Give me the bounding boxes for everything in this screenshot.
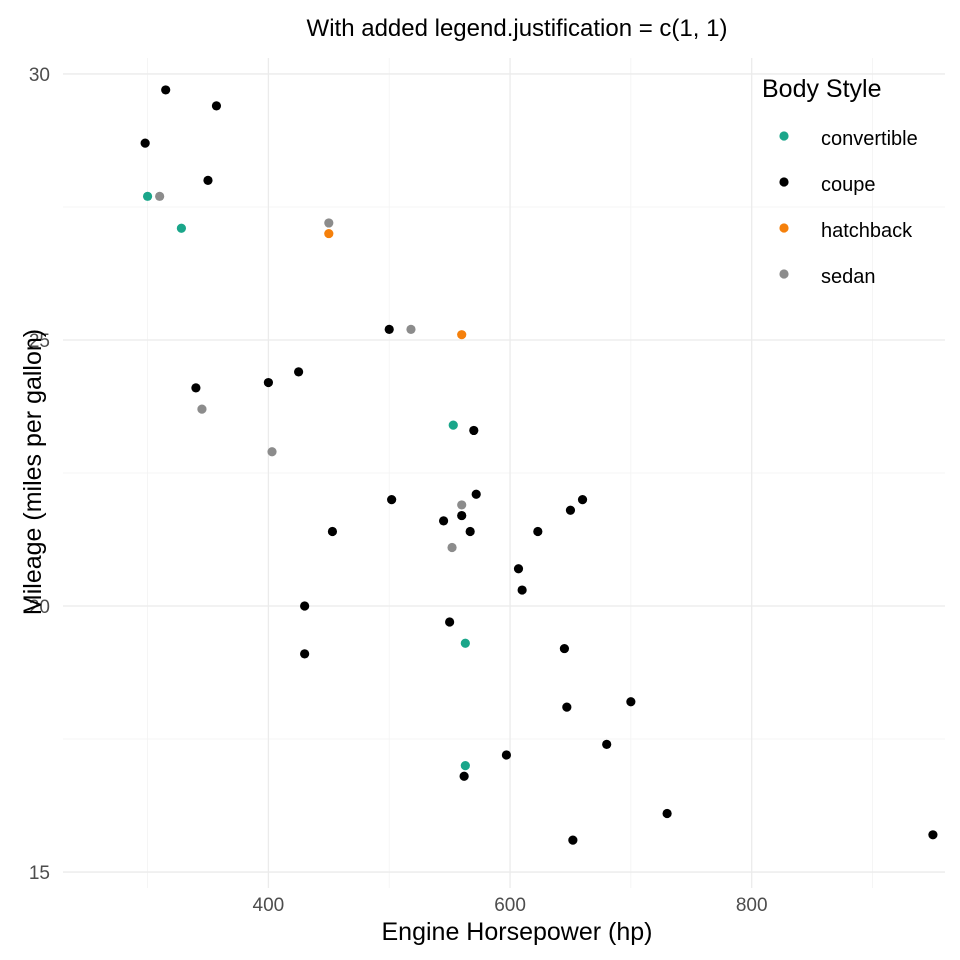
x-axis-ticks: 400 600 800 [253,895,768,916]
y-axis-title: Mileage (miles per gallon) [19,329,47,615]
data-point-coupe [191,383,201,393]
data-point-sedan [267,447,277,457]
data-point-convertible [460,638,470,648]
data-point-coupe [501,750,512,760]
y-tick-label: 20 [29,597,50,618]
legend-key-coupe [779,177,789,187]
data-point-sedan [457,500,467,510]
data-point-coupe [211,101,222,111]
x-tick-label: 600 [494,895,526,916]
data-point-coupe [562,702,572,712]
data-point-convertible [448,420,458,430]
data-point-coupe [662,808,672,819]
data-point-convertible [142,191,153,201]
data-point-sedan [324,218,334,228]
legend-label-hatchback: hatchback [821,220,913,242]
data-point-sedan [197,404,207,414]
legend-label-coupe: coupe [821,174,876,196]
data-point-coupe [263,377,273,388]
y-axis-ticks: 15 20 25 30 [29,65,50,884]
x-tick-label: 400 [253,895,285,916]
data-point-coupe [469,425,479,436]
data-point-sedan [447,542,457,553]
data-point-coupe [438,516,449,526]
data-point-coupe [471,489,481,499]
legend-items: convertible coupe hatchback sedan [779,128,918,288]
data-point-hatchback [324,228,334,239]
data-point-coupe [203,175,213,185]
data-point-coupe [465,526,475,537]
data-points [140,85,938,845]
data-point-coupe [459,771,469,781]
legend-key-convertible [779,131,789,141]
data-point-sedan [155,191,165,201]
legend-key-sedan [779,269,789,279]
data-point-coupe [457,510,467,521]
data-point-convertible [176,223,187,233]
data-point-coupe [140,138,150,148]
data-point-coupe [387,495,397,505]
legend-title: Body Style [762,75,882,103]
data-point-coupe [568,835,578,845]
data-point-coupe [294,367,304,377]
x-axis-title: Engine Horsepower (hp) [382,918,653,946]
y-tick-label: 25 [29,331,50,352]
grid-lines [63,58,945,888]
legend: Body Style convertible coupe hatchback seda… [762,75,918,288]
data-point-coupe [161,85,171,95]
legend-key-hatchback [779,223,789,233]
data-point-coupe [517,585,527,595]
y-tick-label: 15 [29,863,50,884]
data-point-coupe [565,505,576,515]
data-point-convertible [460,761,470,771]
legend-label-convertible: convertible [821,128,918,150]
legend-label-sedan: sedan [821,266,876,288]
data-point-coupe [559,643,570,654]
data-point-coupe [577,495,588,505]
data-point-coupe [928,830,938,840]
x-tick-label: 800 [736,895,768,916]
chart-title: With added legend.justification = c(1, 1… [307,15,728,42]
data-point-hatchback [457,330,467,340]
data-point-coupe [602,739,612,749]
data-point-coupe [300,601,310,611]
data-point-coupe [626,697,636,707]
y-tick-label: 30 [29,65,50,86]
data-point-coupe [384,324,394,334]
data-point-sedan [406,324,416,334]
data-point-coupe [327,526,338,537]
data-point-coupe [533,526,543,537]
data-point-coupe [300,649,310,659]
data-point-coupe [445,617,455,627]
data-point-coupe [513,564,524,574]
